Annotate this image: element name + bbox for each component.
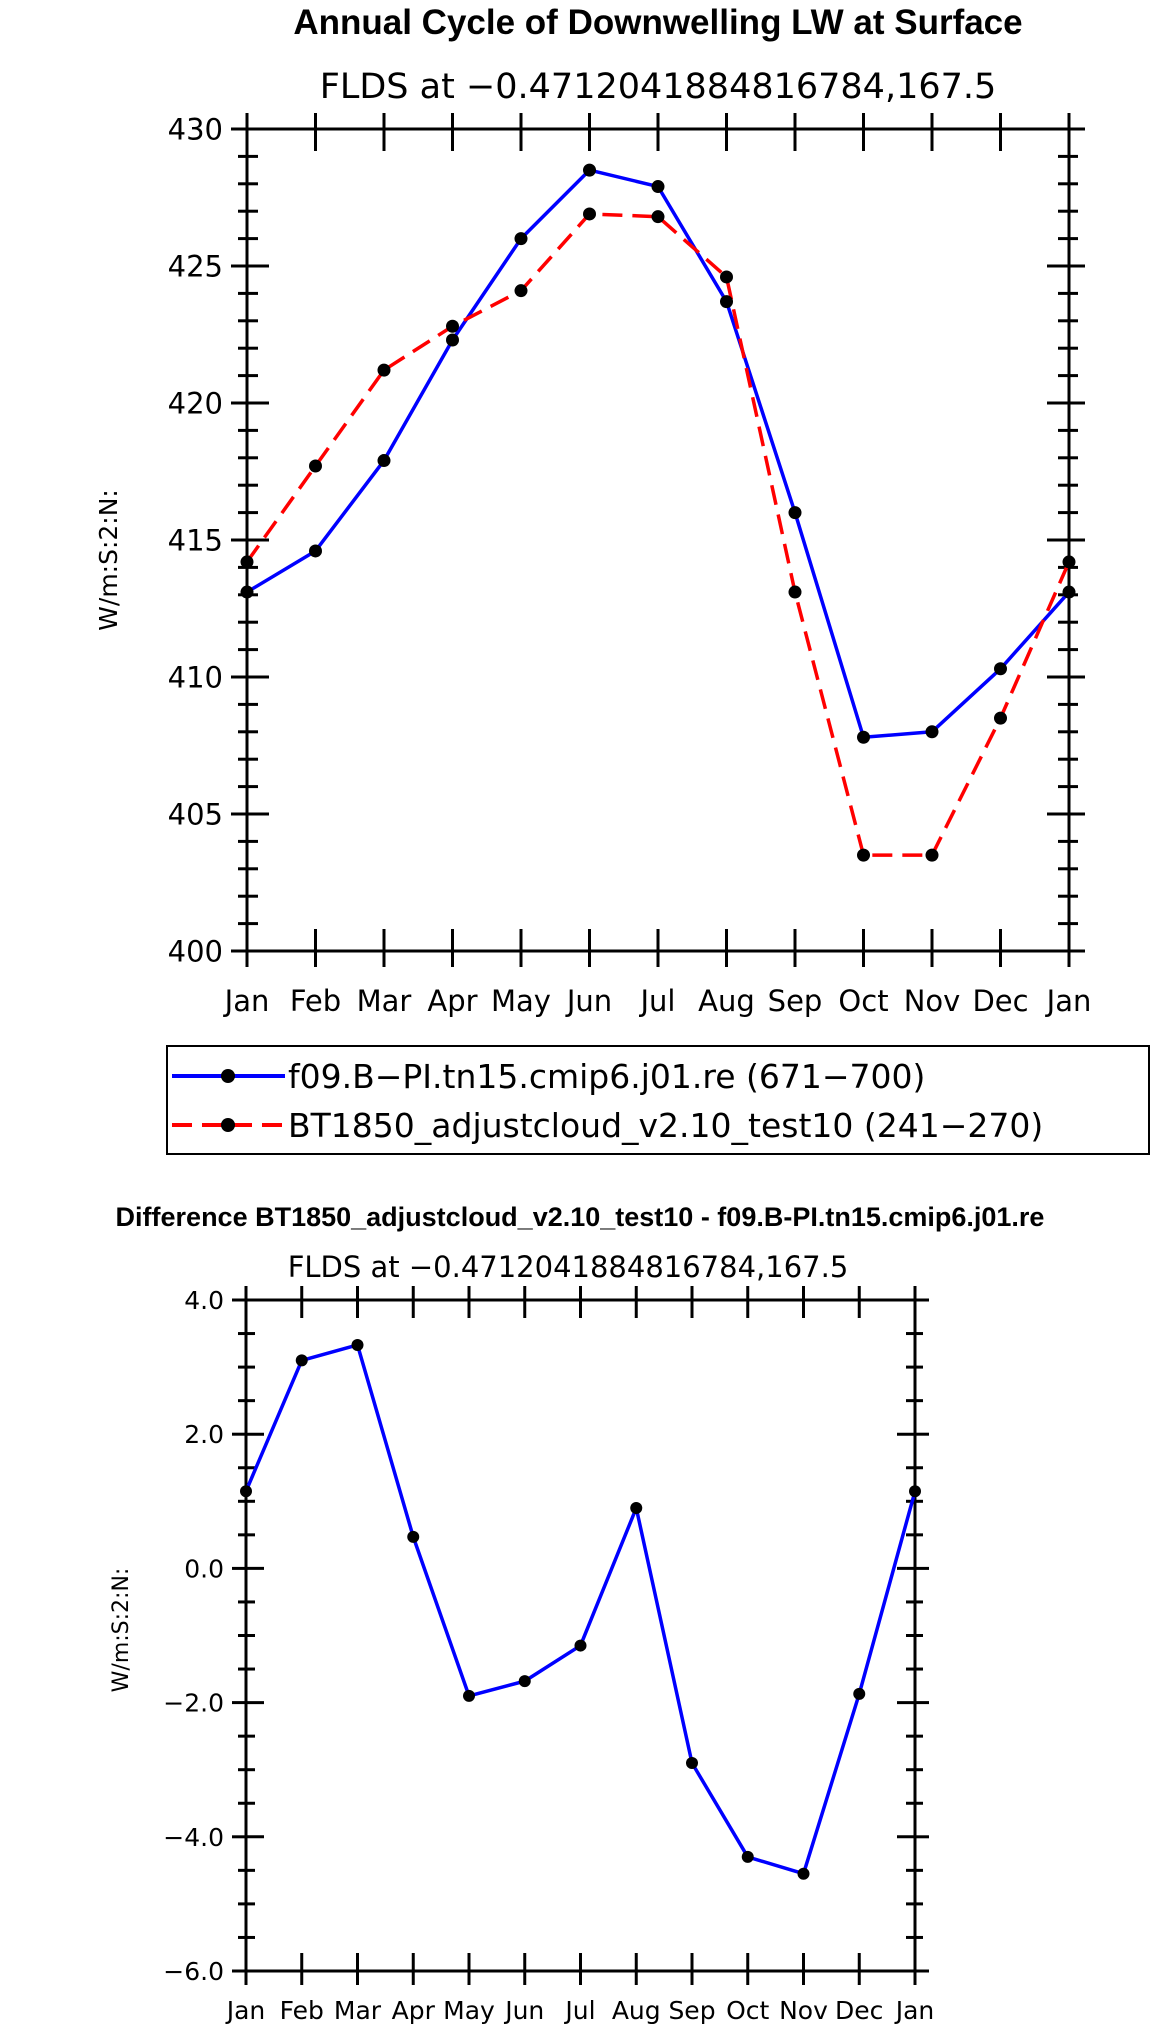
chart1-y-tick-label: 405 <box>168 797 223 831</box>
chart1-legend: f09.B−PI.tn15.cmip6.j01.re (671−700) BT1… <box>166 1045 1150 1155</box>
chart1-title: Annual Cycle of Downwelling LW at Surfac… <box>293 3 1022 42</box>
chart2-x-tick-label: Oct <box>726 1996 769 2025</box>
chart2-x-tick-label: Jan <box>894 1996 935 2025</box>
chart1-series-1-point <box>583 163 596 177</box>
chart2-x-tick-label: Dec <box>835 1996 883 2025</box>
chart2-x-tick-label: Mar <box>334 1996 382 2025</box>
legend-marker-series2 <box>221 1118 235 1132</box>
chart1-y-tick-label: 420 <box>168 386 223 420</box>
chart2-series-1-point <box>295 1354 308 1367</box>
chart1-x-tick-label: Apr <box>427 984 477 1018</box>
chart2-series-1-point <box>463 1689 475 1702</box>
chart2-y-tick-label: 2.0 <box>184 1420 224 1449</box>
chart1-x-tick-label: Jun <box>565 984 612 1018</box>
chart1-y-axis-label: W/m:S:2:N: <box>94 489 123 631</box>
chart2-y-axis-label: W/m:S:2:N: <box>109 1568 134 1693</box>
chart1-series-1-point <box>788 506 802 520</box>
chart1-y-tick-label: 415 <box>168 523 223 557</box>
chart1-x-tick-label: Feb <box>290 984 341 1018</box>
chart2-series-1-point <box>797 1867 810 1880</box>
chart2-x-tick-label: Apr <box>392 1996 436 2025</box>
chart2-x-tick-label: Feb <box>280 1996 324 2025</box>
chart2-series-1-point <box>686 1756 698 1769</box>
chart2-series-1-point <box>351 1338 364 1351</box>
chart1-series-1-point <box>994 662 1007 676</box>
chart1-y-tick-label: 400 <box>168 934 223 968</box>
chart1-x-tick-label: Jan <box>1045 984 1092 1018</box>
chart2-x-tick-label: Jul <box>563 1996 595 2025</box>
legend-label-series2: BT1850_adjustcloud_v2.10_test10 (241−270… <box>288 1106 1043 1145</box>
chart1-series-1-point <box>377 454 391 468</box>
chart1-series-1-point <box>857 730 870 744</box>
chart1-series-1-point <box>720 295 733 309</box>
chart2-x-tick-label: Sep <box>668 1996 715 2025</box>
chart1-series-1-point <box>1062 585 1076 599</box>
chart1-series-1-point <box>651 180 665 194</box>
chart2-x-tick-label: May <box>443 1996 495 2025</box>
chart1-series-1-point <box>240 585 254 599</box>
chart1-x-tick-label: Jul <box>639 984 676 1018</box>
chart2-y-tick-label: −6.0 <box>163 1957 224 1986</box>
chart2-x-tick-label: Nov <box>779 1996 828 2025</box>
chart2-x-tick-label: Jun <box>503 1996 544 2025</box>
chart2-series-1-point <box>853 1687 866 1700</box>
chart1-series-2-point <box>446 319 459 333</box>
chart2-y-tick-label: −4.0 <box>163 1823 224 1852</box>
chart2-y-tick-label: 0.0 <box>184 1554 224 1583</box>
chart2-series-1-point <box>574 1639 587 1652</box>
chart1-series-2-point <box>994 711 1007 725</box>
chart1-x-tick-label: Jan <box>223 984 270 1018</box>
chart1-series-2-point <box>720 270 733 284</box>
chart2-y-tick-label: 4.0 <box>184 1286 224 1315</box>
chart2-frame <box>244 1298 917 1973</box>
chart1-x-tick-label: May <box>491 984 551 1018</box>
chart1-series-1-point <box>309 544 322 558</box>
chart2-series-1-point <box>407 1530 420 1543</box>
chart1-x-tick-label: Aug <box>698 984 755 1018</box>
chart1-series-2-point <box>651 210 665 224</box>
chart1-x-tick-label: Nov <box>904 984 961 1018</box>
chart2-series-1-point <box>630 1502 643 1515</box>
legend-label-series1: f09.B−PI.tn15.cmip6.j01.re (671−700) <box>288 1057 925 1096</box>
chart1-y-tick-label: 425 <box>168 249 223 283</box>
chart1-series-1-point <box>514 232 528 246</box>
chart1-series-2-point <box>514 284 528 298</box>
chart1-series-2-point <box>377 363 391 377</box>
chart1-x-tick-label: Dec <box>972 984 1028 1018</box>
chart2-series-1-point <box>518 1675 531 1688</box>
chart2-series-line-1 <box>244 1343 917 1876</box>
chart1-series-2-point <box>240 555 254 569</box>
chart1-series-line-1 <box>246 168 1071 740</box>
chart1-plot-area: Jan Feb Mar Apr May Jun Jul Aug Sep Oct Nov Dec Jan4… <box>168 112 1092 1018</box>
chart2-title: Difference BT1850_adjustcloud_v2.10_test… <box>116 1202 1045 1232</box>
chart1-y-tick-label: 430 <box>168 112 223 146</box>
chart1-x-tick-label: Oct <box>838 984 888 1018</box>
chart1-series-2-point <box>309 459 322 473</box>
chart2-plot-area: Jan Feb Mar Apr May Jun Jul Aug Sep Oct Nov Dec Jan−… <box>163 1286 934 2025</box>
chart1-subtitle: FLDS at −0.4712041884816784,167.5 <box>320 67 997 107</box>
chart1-x-tick-label: Mar <box>357 984 412 1018</box>
chart1-series-line-2 <box>245 212 1071 857</box>
chart1-series-2-point <box>925 848 939 862</box>
chart2-series-1-point <box>741 1850 754 1863</box>
chart1-x-tick-label: Sep <box>768 984 823 1018</box>
chart1-series-2-point <box>788 585 802 599</box>
chart1-y-tick-label: 410 <box>168 660 223 694</box>
chart1-series-2-point <box>857 848 870 862</box>
chart2-series-1-point <box>240 1485 252 1498</box>
chart2-series-1-point <box>909 1485 921 1498</box>
chart2-subtitle: FLDS at −0.4712041884816784,167.5 <box>288 1250 849 1284</box>
legend-marker-series1 <box>221 1069 235 1083</box>
legend-box <box>166 1045 1150 1155</box>
chart2-x-tick-label: Jan <box>225 1996 266 2025</box>
chart1-series-2-point <box>1062 555 1076 569</box>
chart1-series-1-point <box>925 725 939 739</box>
chart1-series-1-point <box>446 333 459 347</box>
chart2-y-tick-label: −2.0 <box>163 1689 224 1718</box>
chart2-x-tick-label: Aug <box>612 1996 661 2025</box>
chart1-series-2-point <box>583 207 596 221</box>
